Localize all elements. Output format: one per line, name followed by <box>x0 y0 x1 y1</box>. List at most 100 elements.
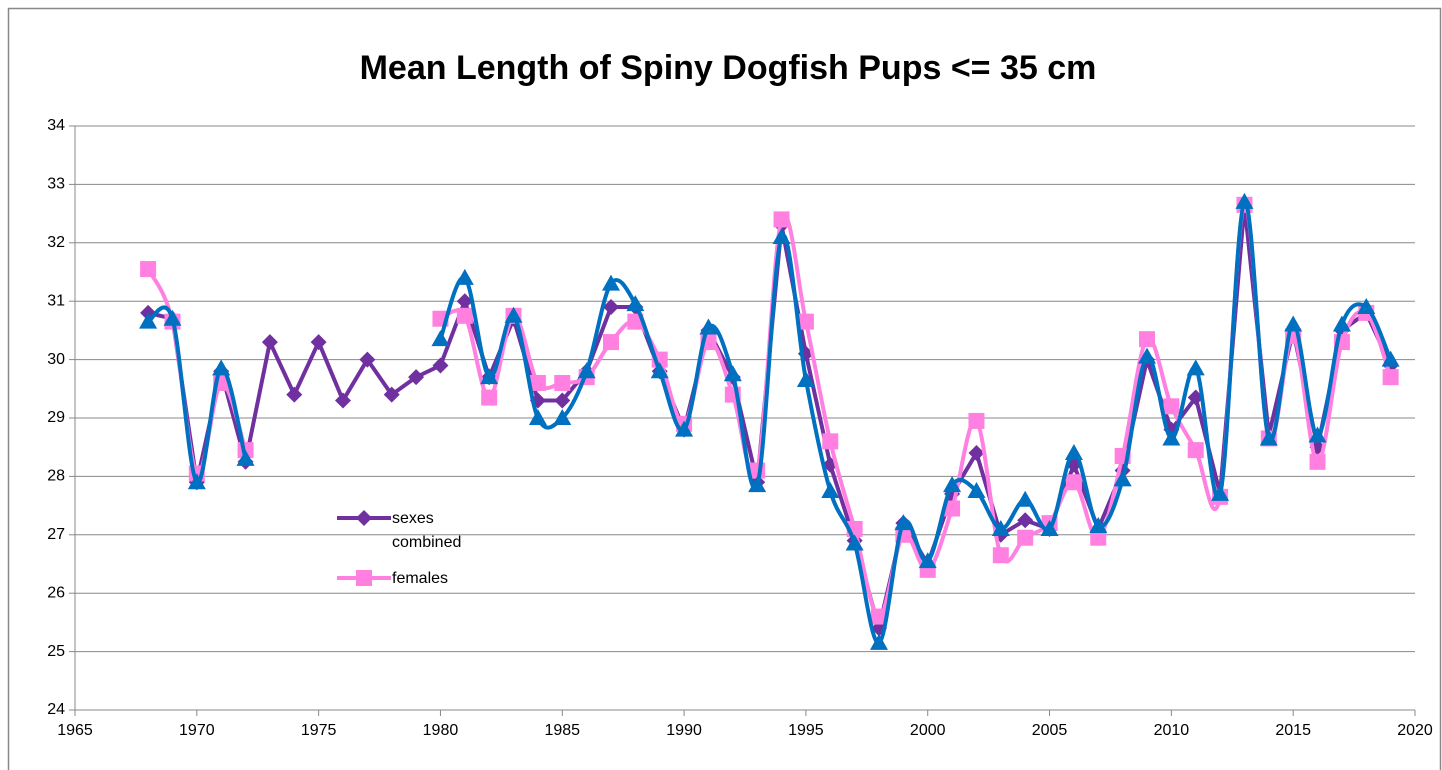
y-tick-label: 32 <box>47 234 65 251</box>
marker <box>967 482 986 498</box>
marker <box>236 449 255 466</box>
marker <box>603 334 619 351</box>
x-tick-label: 1965 <box>57 722 93 739</box>
marker <box>871 608 887 625</box>
marker <box>1211 484 1230 501</box>
marker <box>675 420 694 437</box>
y-tick-label: 31 <box>47 292 65 309</box>
marker <box>1017 512 1034 529</box>
marker <box>796 371 815 388</box>
x-tick-label: 1985 <box>544 722 580 739</box>
marker <box>528 409 547 425</box>
marker <box>359 351 376 368</box>
marker <box>286 386 303 403</box>
marker <box>356 510 372 526</box>
chart-title: Mean Length of Spiny Dogfish Pups <= 35 … <box>360 49 1097 87</box>
legend-label: females <box>392 570 449 587</box>
marker <box>870 633 888 650</box>
marker <box>1259 429 1278 446</box>
marker <box>187 473 206 490</box>
marker <box>1382 369 1399 386</box>
marker <box>626 295 645 312</box>
chart-border <box>7 7 1442 770</box>
marker <box>821 482 840 498</box>
y-tick-label: 33 <box>47 176 65 193</box>
marker <box>1163 398 1180 415</box>
marker <box>1040 519 1059 536</box>
x-tick-label: 1970 <box>179 722 215 739</box>
marker <box>481 389 498 406</box>
marker <box>1138 347 1156 364</box>
marker <box>139 312 158 329</box>
marker <box>455 268 474 285</box>
y-tick-label: 26 <box>47 584 65 601</box>
marker <box>431 330 450 347</box>
marker <box>943 476 962 493</box>
marker <box>1017 529 1034 546</box>
marker <box>456 293 473 310</box>
marker <box>603 299 619 316</box>
marker <box>918 552 937 569</box>
marker <box>140 261 157 278</box>
marker <box>944 500 961 517</box>
marker <box>991 519 1010 536</box>
marker <box>456 307 473 324</box>
marker <box>1016 490 1035 507</box>
marker <box>822 433 839 450</box>
y-tick-label: 34 <box>47 117 65 134</box>
y-tick-label: 25 <box>47 643 65 660</box>
marker <box>408 369 425 386</box>
marker <box>773 211 790 228</box>
marker <box>1089 517 1108 534</box>
marker <box>261 334 278 351</box>
marker <box>1065 474 1082 491</box>
marker <box>577 362 596 379</box>
marker <box>554 392 571 409</box>
x-tick-label: 1980 <box>423 722 459 739</box>
marker <box>554 374 571 391</box>
y-tick-label: 30 <box>47 351 65 368</box>
x-tick-label: 2010 <box>1154 722 1190 739</box>
x-tick-label: 1990 <box>666 722 702 739</box>
marker <box>212 359 231 376</box>
marker <box>529 374 546 391</box>
marker <box>797 313 814 330</box>
marker <box>480 368 499 385</box>
marker <box>992 547 1009 564</box>
x-tick-label: 2020 <box>1397 722 1433 739</box>
y-tick-label: 29 <box>47 409 65 426</box>
marker <box>1381 350 1400 367</box>
marker <box>1162 429 1181 446</box>
marker <box>1309 453 1326 470</box>
marker <box>699 318 718 335</box>
marker <box>163 309 182 326</box>
x-tick-label: 2015 <box>1275 722 1311 739</box>
marker <box>383 386 400 403</box>
y-tick-label: 28 <box>47 468 65 485</box>
legend-swatch <box>337 570 391 586</box>
marker <box>1090 529 1107 546</box>
x-tick-label: 2000 <box>910 722 946 739</box>
marker <box>335 392 351 409</box>
marker <box>553 409 572 425</box>
marker <box>968 412 985 429</box>
marker <box>1113 470 1132 487</box>
marker <box>1332 315 1351 332</box>
marker <box>968 445 985 462</box>
x-tick-label: 2005 <box>1032 722 1068 739</box>
marker <box>723 365 742 382</box>
y-tick-label: 27 <box>47 526 65 543</box>
marker <box>1187 442 1204 459</box>
marker <box>1308 426 1327 443</box>
marker <box>504 306 523 323</box>
marker <box>432 357 449 374</box>
x-tick-label: 1995 <box>788 722 824 739</box>
marker <box>1235 192 1254 209</box>
legend-label: sexes combined <box>392 510 462 551</box>
marker <box>1064 444 1083 461</box>
y-tick-label: 24 <box>47 701 65 718</box>
marker <box>310 334 327 351</box>
marker <box>1284 315 1303 332</box>
